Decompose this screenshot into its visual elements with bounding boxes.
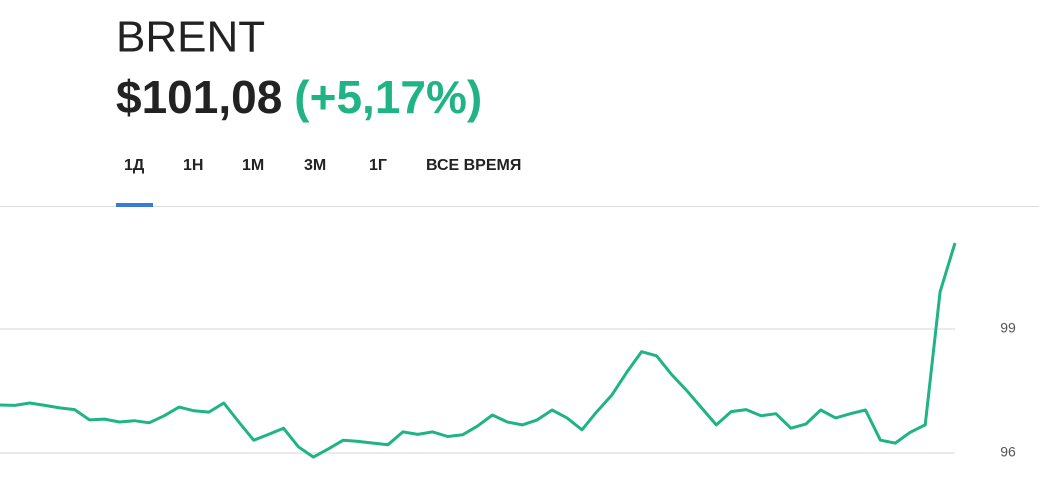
active-tab-underline	[116, 203, 153, 207]
tab[interactable]: 1Н	[183, 157, 203, 174]
tab[interactable]: ВСЕ ВРЕМЯ	[426, 157, 521, 174]
y-tick-label: 96	[1000, 444, 1016, 460]
ticker: BRENT	[116, 13, 265, 62]
tab[interactable]: 1М	[242, 157, 264, 174]
y-tick-label: 99	[1000, 320, 1016, 336]
tab[interactable]: 1Д	[124, 157, 145, 174]
change: (+5,17%)	[294, 71, 482, 123]
tab[interactable]: 3М	[304, 157, 326, 174]
price-line	[0, 242, 957, 459]
tab[interactable]: 1Г	[369, 157, 387, 174]
price: $101,08	[116, 71, 282, 123]
